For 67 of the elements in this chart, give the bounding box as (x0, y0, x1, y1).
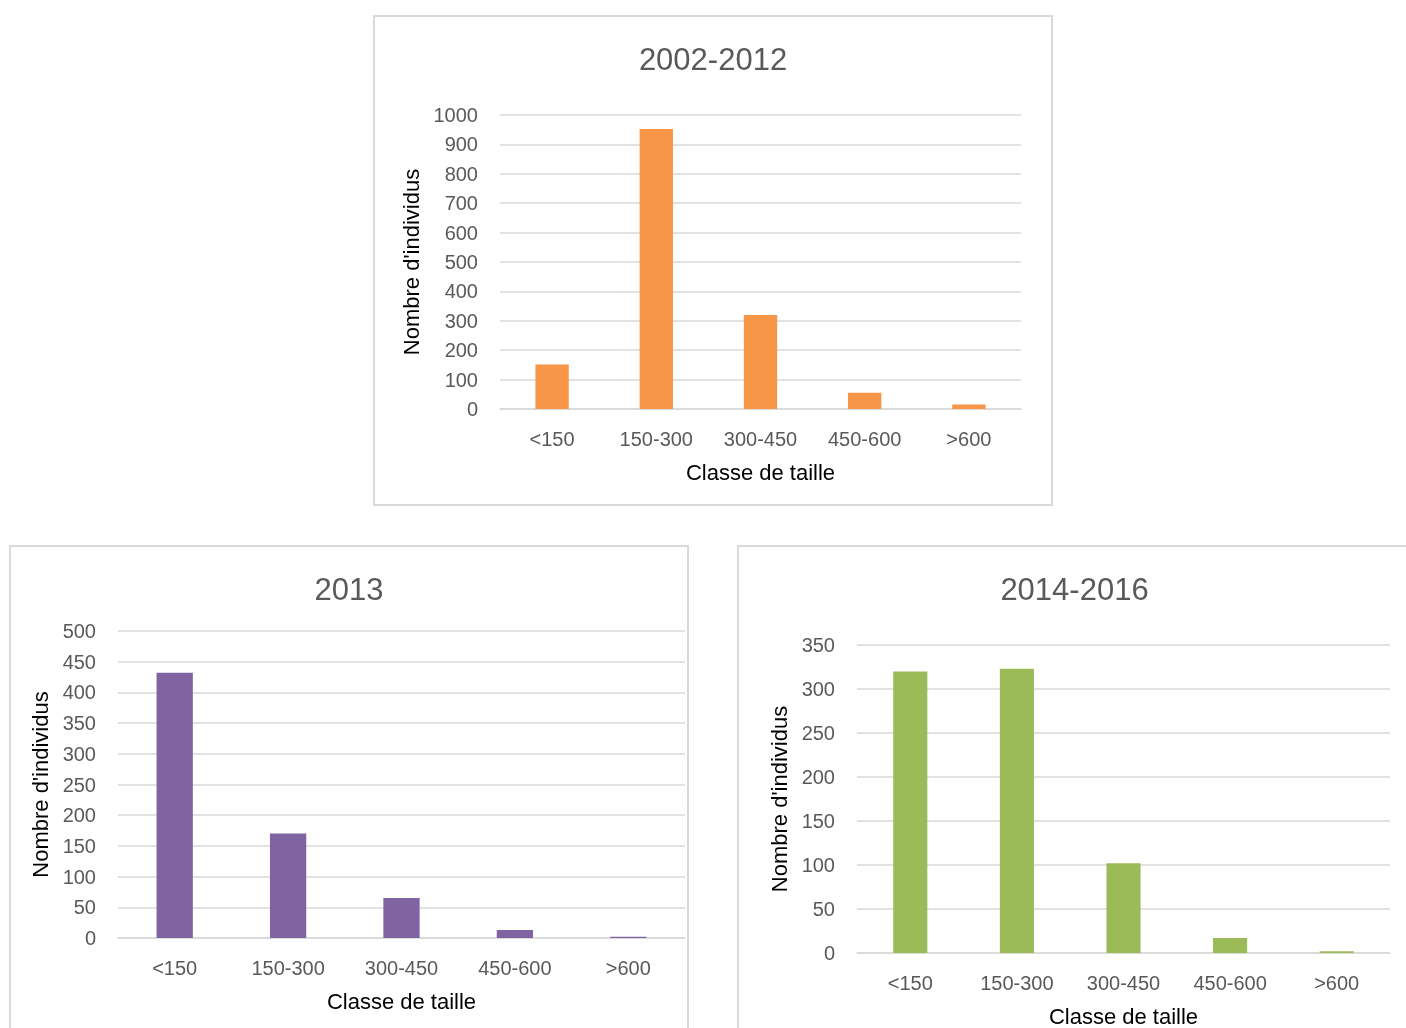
bar (1213, 938, 1248, 953)
bar (952, 404, 986, 409)
x-tick-label: 450-600 (828, 428, 902, 450)
bar (156, 672, 193, 938)
y-tick-label: 400 (444, 280, 478, 303)
bar (383, 898, 420, 938)
y-tick-label: 150 (62, 834, 96, 857)
y-tick-label: 0 (84, 927, 96, 949)
y-tick-label: 250 (801, 722, 835, 744)
bar (269, 833, 307, 938)
chart-title: 2014-2016 (1000, 572, 1149, 607)
y-tick-label: 400 (62, 681, 96, 704)
y-tick-label: 300 (62, 742, 96, 765)
bar (496, 930, 534, 938)
y-tick-label: 600 (444, 221, 478, 244)
chart-title: 2013 (314, 572, 384, 607)
y-tick-label: 800 (444, 162, 478, 185)
y-tick-label: 50 (73, 896, 96, 919)
y-tick-label: 50 (812, 898, 835, 920)
bar (999, 668, 1034, 953)
x-tick-label: <150 (529, 428, 575, 450)
bar (639, 129, 673, 409)
bar (535, 364, 569, 409)
y-tick-label: 900 (444, 133, 478, 156)
x-axis-title: Classe de taille (685, 459, 836, 485)
y-tick-label: 100 (62, 865, 96, 888)
bar (743, 314, 778, 409)
y-tick-label: 350 (62, 712, 96, 735)
y-tick-label: 100 (801, 854, 835, 876)
x-tick-label: 300-450 (723, 428, 798, 450)
y-tick-label: 450 (62, 650, 96, 673)
x-tick-label: 300-450 (364, 957, 439, 979)
y-axis-title: Nombre d'individus (399, 168, 425, 356)
x-tick-label: <150 (152, 957, 198, 979)
y-tick-label: 0 (823, 942, 835, 964)
x-tick-label: 150-300 (980, 972, 1054, 994)
y-tick-label: 200 (801, 766, 835, 788)
y-tick-label: 100 (444, 368, 478, 391)
x-tick-label: 300-450 (1086, 972, 1161, 994)
y-tick-label: 350 (801, 634, 835, 656)
bar (893, 671, 928, 953)
x-tick-label: >600 (1314, 972, 1360, 994)
y-axis-title: Nombre d'individus (28, 691, 54, 878)
y-tick-label: 200 (444, 339, 478, 362)
y-tick-label: 500 (62, 620, 96, 642)
y-tick-label: 200 (62, 804, 96, 827)
x-tick-label: 450-600 (1193, 972, 1267, 994)
y-tick-label: 1000 (433, 104, 478, 126)
y-tick-label: 700 (444, 192, 478, 215)
y-tick-label: 150 (801, 810, 835, 832)
x-axis-title: Classe de taille (326, 988, 477, 1014)
x-tick-label: >600 (605, 957, 651, 979)
bar (1106, 863, 1141, 953)
y-tick-label: 300 (444, 309, 478, 332)
x-tick-label: >600 (946, 428, 992, 450)
y-tick-label: 500 (444, 251, 478, 273)
y-tick-label: 300 (801, 678, 835, 700)
x-tick-label: 150-300 (619, 428, 693, 450)
x-tick-label: <150 (887, 972, 933, 994)
bar (848, 392, 882, 409)
y-tick-label: 0 (466, 398, 478, 420)
x-tick-label: 450-600 (478, 957, 552, 979)
y-tick-label: 250 (62, 773, 96, 796)
y-axis-title: Nombre d'individus (767, 705, 793, 893)
x-axis-title: Classe de taille (1048, 1003, 1199, 1028)
chart-title: 2002-2012 (638, 42, 788, 77)
x-tick-label: 150-300 (251, 957, 325, 979)
